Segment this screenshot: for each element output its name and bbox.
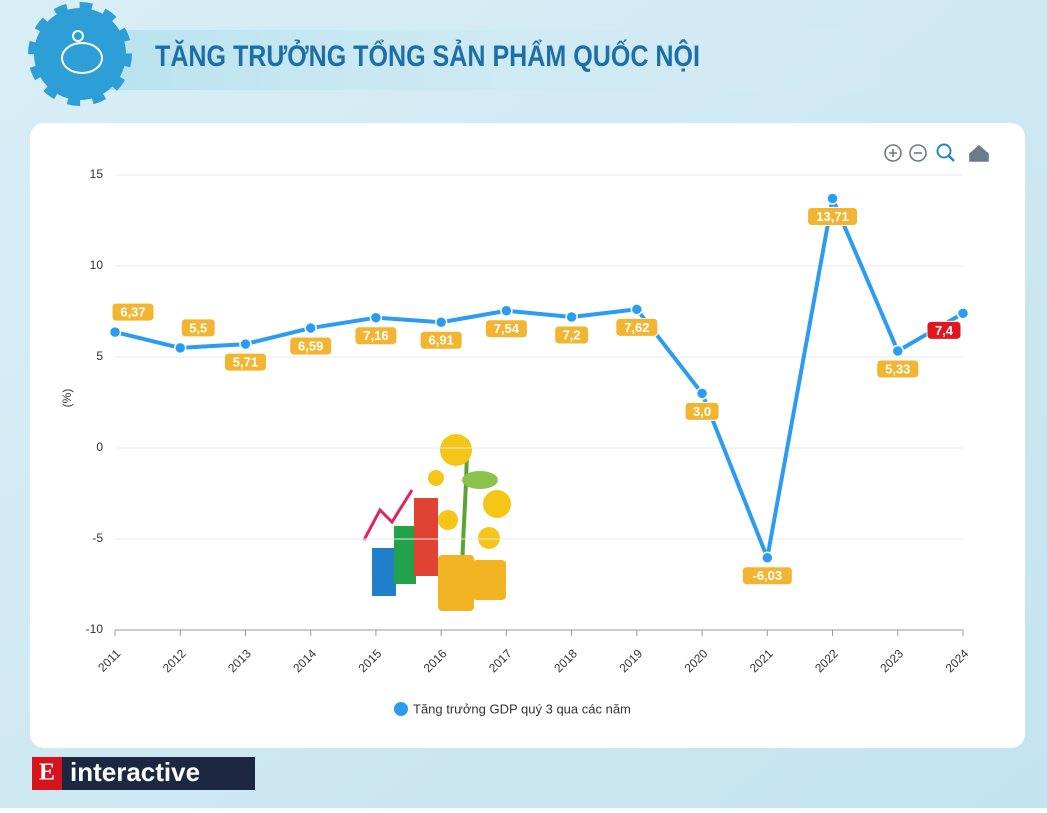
y-axis-label: (%) bbox=[60, 389, 74, 408]
data-label: 6,91 bbox=[428, 333, 453, 348]
data-label: 5,33 bbox=[885, 361, 910, 376]
data-label-box bbox=[807, 206, 859, 226]
data-label-box bbox=[876, 359, 920, 379]
point bbox=[565, 310, 578, 324]
point bbox=[826, 192, 839, 205]
point bbox=[239, 337, 252, 351]
data-label-box bbox=[223, 352, 267, 372]
chart-card bbox=[30, 123, 1025, 748]
data-label-box bbox=[419, 330, 463, 350]
point bbox=[695, 387, 709, 400]
data-label-box bbox=[926, 320, 962, 340]
footer-logo: E interactive bbox=[32, 757, 255, 790]
y-tick-label: 5 bbox=[96, 349, 103, 363]
point bbox=[956, 307, 970, 320]
point bbox=[761, 551, 774, 564]
line bbox=[114, 196, 965, 560]
chart-title: TĂNG TRƯỞNG TỔNG SẢN PHẨM QUỐC NỘI bbox=[155, 39, 700, 73]
data-label: 5,71 bbox=[233, 355, 258, 370]
y-tick-label: 10 bbox=[90, 258, 104, 272]
data-label: 5,5 bbox=[189, 320, 207, 335]
data-label: 3,0 bbox=[693, 404, 711, 419]
logo-letter: E bbox=[39, 760, 55, 786]
data-label-box bbox=[484, 319, 528, 339]
point bbox=[500, 304, 513, 318]
data-label: 7,16 bbox=[363, 328, 388, 343]
data-label: 6,59 bbox=[298, 338, 323, 353]
data-label-box bbox=[289, 336, 333, 356]
title-band bbox=[90, 30, 890, 90]
gear-icon bbox=[28, 2, 132, 106]
y-tick-label: 15 bbox=[90, 167, 104, 181]
toolbar[interactable] bbox=[884, 143, 989, 162]
point bbox=[434, 315, 448, 329]
point bbox=[891, 344, 905, 358]
data-label: 7,54 bbox=[494, 321, 520, 336]
data-label: 7,2 bbox=[563, 327, 581, 342]
point bbox=[304, 321, 317, 335]
data-label-box bbox=[615, 317, 659, 337]
legend-label: Tăng trưởng GDP quý 3 qua các năm bbox=[413, 701, 631, 716]
data-label-box bbox=[111, 302, 155, 322]
data-label: 13,71 bbox=[816, 209, 849, 224]
data-label: 7,62 bbox=[624, 320, 649, 335]
data-label-box bbox=[554, 325, 590, 345]
data-label-box bbox=[354, 326, 398, 346]
data-label: 6,37 bbox=[120, 305, 145, 320]
logo-text: interactive bbox=[70, 757, 200, 787]
point bbox=[369, 311, 383, 324]
point bbox=[630, 303, 644, 316]
data-label-box bbox=[180, 318, 216, 338]
point bbox=[108, 325, 122, 339]
y-tick-label: 0 bbox=[96, 440, 103, 454]
point bbox=[173, 341, 187, 355]
y-tick-label: -5 bbox=[92, 531, 103, 545]
data-label: 7,4 bbox=[935, 323, 954, 338]
illustration bbox=[362, 434, 511, 611]
data-label-box bbox=[684, 401, 720, 421]
data-label: -6,03 bbox=[752, 568, 782, 583]
legend-marker bbox=[394, 702, 408, 716]
y-tick-label: -10 bbox=[86, 622, 104, 636]
data-label-box bbox=[741, 566, 793, 586]
